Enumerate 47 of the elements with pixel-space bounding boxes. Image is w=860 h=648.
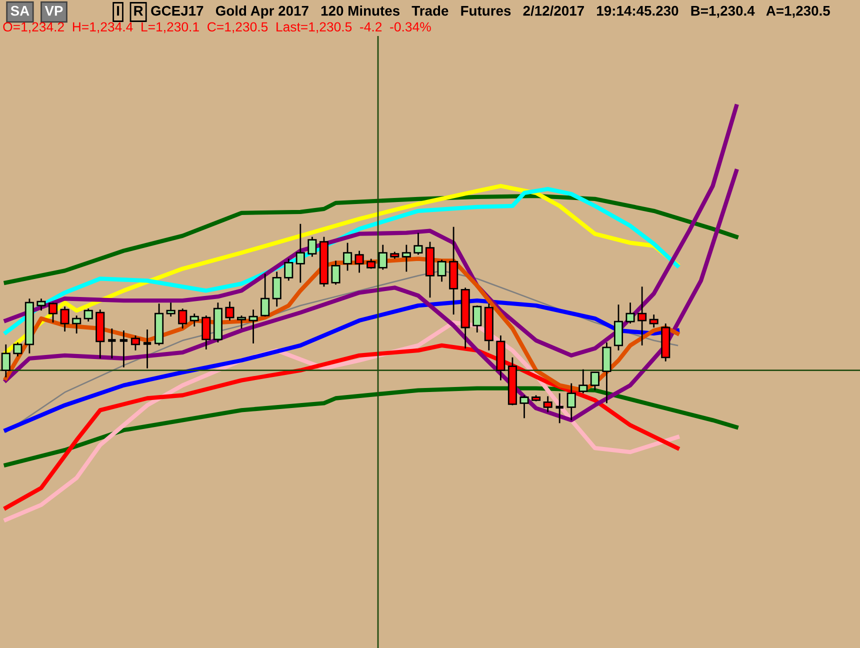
candlestick <box>202 314 211 350</box>
candlestick <box>331 260 340 286</box>
candlestick <box>225 300 234 322</box>
candlestick <box>543 396 552 413</box>
candlestick <box>402 244 411 272</box>
candlestick <box>118 330 129 368</box>
candlestick <box>614 304 624 352</box>
candlestick <box>106 328 118 360</box>
candlestick <box>602 342 612 404</box>
candlestick <box>626 302 635 324</box>
candlestick <box>638 286 647 346</box>
candlestick <box>566 382 576 421</box>
text: R <box>134 6 144 16</box>
text: I <box>117 6 120 16</box>
candlestick <box>36 298 46 312</box>
candlestick <box>284 258 294 282</box>
candlestick <box>166 302 176 318</box>
candlestick <box>414 232 423 256</box>
candlestick <box>296 223 305 284</box>
chart-title: GCEJ17 Gold Apr 2017 120 Minutes Trade Futures 2/12/2017 19:14:45.230 B=1,230.4 A=1,230.5 <box>151 6 830 18</box>
candlestick <box>178 308 188 330</box>
candlestick <box>72 314 82 334</box>
candlestick <box>520 394 529 419</box>
candlestick <box>48 302 58 324</box>
candlestick <box>60 306 70 332</box>
candlestick <box>308 236 317 258</box>
candlestick <box>248 308 258 344</box>
chart-subtitle: O=1,234.2 H=1,234.4 L=1,230.1 C=1,230.5 Last=1,230.5 -4.2 -0.34% <box>3 22 431 34</box>
candlestick <box>84 308 93 322</box>
candlestick <box>590 372 600 391</box>
text: SA <box>10 6 30 16</box>
candlestick <box>236 314 246 330</box>
candlestick <box>272 271 282 308</box>
candlestick <box>343 242 352 272</box>
candlestick <box>649 314 658 328</box>
candlestick <box>13 342 22 358</box>
candlestick <box>142 328 152 370</box>
candlestick <box>578 368 588 394</box>
candlestick <box>472 304 482 334</box>
candlestick <box>190 312 199 328</box>
candlestick <box>1 344 10 378</box>
candlestick <box>260 273 270 318</box>
text: VP <box>44 6 63 16</box>
candlestick <box>354 250 364 274</box>
candlestick <box>378 244 388 270</box>
candlestick <box>130 334 140 352</box>
candlestick <box>437 259 446 282</box>
